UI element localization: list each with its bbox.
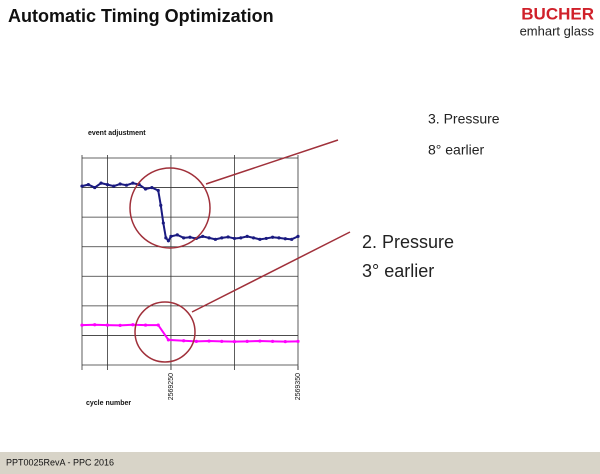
plot: 2569250 2569350 [80,155,302,400]
highlight-circle [134,301,196,363]
x-tick-label: 2569250 [168,373,175,400]
data-point [245,339,249,343]
annotation: 3. Pressure [428,111,500,127]
data-point [296,339,300,343]
data-point [131,181,135,185]
data-point [220,339,224,343]
data-point [264,236,268,241]
data-point [258,339,262,343]
chart-title: event adjustment [88,130,146,137]
data-point [80,184,84,188]
data-point [86,183,90,187]
annotation: 8° earlier [428,142,485,158]
data-point [143,187,148,191]
data-point [166,239,170,243]
series-line [81,323,299,343]
data-point [283,340,287,344]
annotation: 3° earlier [362,261,434,281]
data-point [150,185,154,190]
data-point [251,236,256,240]
data-point [105,183,110,187]
callout-line [191,231,351,313]
data-point [169,234,173,238]
data-point [207,236,211,240]
data-point [232,236,237,241]
annotation: 2. Pressure [362,232,454,252]
x-tick-label: 2569350 [295,373,302,400]
callout-line [205,139,339,185]
data-point [156,323,160,327]
highlight-circle [129,167,211,249]
data-point [164,236,168,240]
data-point [161,221,165,225]
footer: PPT0025RevA - PPC 2016 [6,457,114,467]
data-point [105,323,110,327]
data-point [112,184,116,188]
data-point [270,339,275,343]
slide-title: Automatic Timing Optimization [8,6,274,26]
data-point [188,235,192,239]
data-point [220,236,224,240]
data-point [182,339,186,343]
data-point [118,182,122,186]
brand: BUCHER [521,4,594,23]
data-point [226,235,230,239]
callouts [129,139,351,363]
data-point [290,237,294,241]
data-point [207,339,211,343]
data-point [232,340,237,344]
data-point [194,339,198,343]
data-point [213,237,218,241]
data-point [93,323,97,327]
data-point [159,203,163,207]
data-point [201,234,205,238]
data-point [182,236,186,240]
x-axis-label: cycle number [86,400,131,407]
data-point [131,323,135,327]
series-line [81,182,299,243]
data-point [296,234,300,238]
footer-bar [0,452,600,474]
data-point [245,234,249,238]
data-point [118,323,122,327]
data-point [156,188,160,193]
data-point [93,185,97,190]
data-point [80,323,84,327]
data-point [143,323,148,327]
data-point [258,237,262,241]
data-point [277,236,281,240]
brand-sub: emhart glass [520,23,595,38]
data-point [270,235,275,239]
data-point [239,236,243,240]
data-point [99,181,103,185]
data-point [175,233,179,237]
data-point [124,183,129,187]
data-point [283,237,287,241]
data-point [166,338,170,342]
